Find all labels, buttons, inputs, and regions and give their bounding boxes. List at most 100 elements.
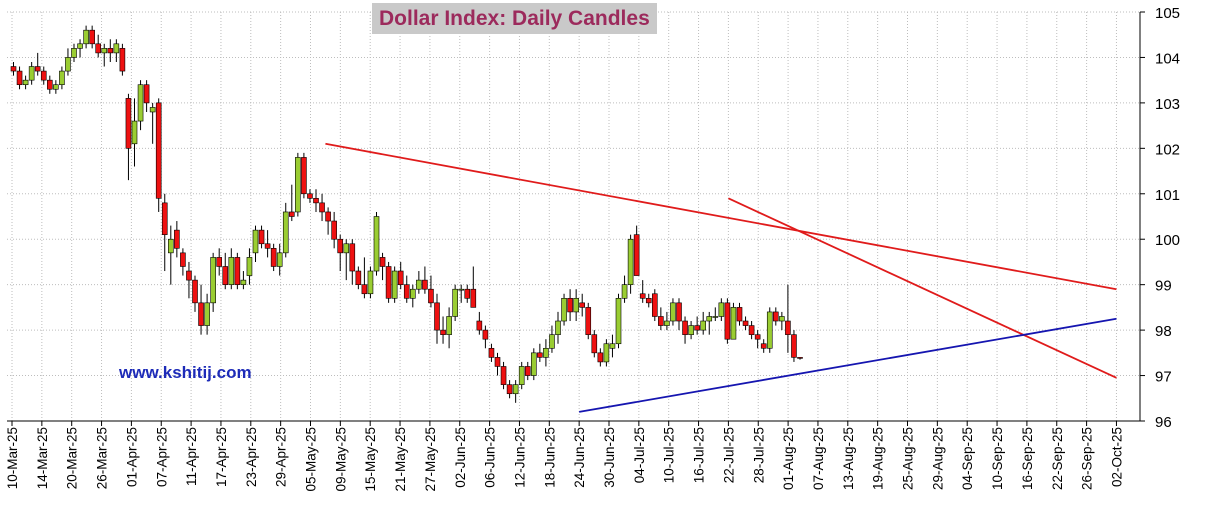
candle-down (222, 266, 229, 285)
x-tick-label: 07-Aug-25 (811, 427, 826, 490)
candle-down (682, 320, 688, 335)
candle-up (228, 257, 235, 285)
candle-up (282, 211, 289, 254)
candle-up (779, 316, 785, 322)
candle-down (797, 357, 803, 359)
candle-down (760, 343, 767, 349)
candle-down (125, 98, 132, 149)
candle-down (658, 316, 664, 326)
x-tick-label: 06-Jun-25 (483, 427, 498, 488)
x-tick-label: 29-Apr-25 (274, 427, 289, 487)
x-tick-label: 24-Jun-25 (572, 427, 587, 488)
x-tick-label: 07-Apr-25 (154, 427, 169, 487)
candle-up (240, 279, 247, 285)
candle-up (391, 270, 398, 299)
candle-up (168, 238, 174, 254)
candle-up (627, 238, 634, 285)
x-tick-label: 02-Jun-25 (453, 427, 468, 488)
x-axis-labels: 10-Mar-25 14-Mar-25 20-Mar-25 26-Mar-25 01-A… (5, 427, 1124, 492)
x-tick-label: 19-Aug-25 (871, 427, 886, 490)
x-tick-label: 28-Jul-25 (751, 427, 766, 483)
candle-down (313, 198, 319, 204)
x-tick-label: 01-Apr-25 (124, 427, 139, 487)
candle-up (609, 343, 616, 349)
candle-up (409, 288, 416, 299)
candle-down (742, 320, 749, 326)
candle-down (488, 347, 495, 358)
y-tick-label: 102 (1155, 141, 1180, 158)
candle-up (766, 311, 773, 349)
candle-up (664, 320, 670, 326)
y-tick-label: 99 (1155, 278, 1172, 295)
candle-down (180, 252, 186, 267)
y-tick-label: 104 (1155, 50, 1180, 67)
x-tick-label: 23-Apr-25 (244, 427, 259, 487)
candle-up (53, 84, 59, 90)
x-tick-label: 05-May-25 (304, 427, 319, 492)
x-tick-label: 17-Apr-25 (214, 427, 229, 487)
candle-down (174, 229, 180, 249)
candle-down (361, 284, 368, 295)
x-tick-label: 18-Jun-25 (542, 427, 557, 488)
candle-up (252, 229, 259, 254)
candle-down (161, 202, 168, 235)
x-tick-label: 26-Mar-25 (95, 427, 110, 489)
candle-up (101, 48, 108, 54)
x-tick-label: 20-Mar-25 (65, 427, 80, 489)
candle-up (543, 347, 549, 358)
candle-down (567, 297, 573, 313)
candle-down (89, 29, 95, 45)
candle-up (446, 316, 452, 335)
candle-up (149, 107, 156, 113)
candle-down (119, 48, 126, 72)
candle-down (397, 270, 404, 285)
candle-down (10, 66, 17, 72)
candle-down (736, 307, 743, 322)
candle-layer (10, 25, 803, 403)
candle-down (337, 238, 344, 254)
candle-up (512, 384, 519, 395)
x-tick-label: 11-Apr-25 (184, 427, 199, 486)
candle-up (65, 57, 71, 72)
y-tick-label: 97 (1155, 369, 1172, 386)
candle-down (264, 243, 271, 249)
y-tick-label: 98 (1155, 323, 1172, 340)
candle-up (670, 302, 676, 322)
candle-up (210, 257, 216, 304)
candle-down (651, 293, 658, 317)
candle-up (518, 366, 525, 385)
candle-up (373, 216, 380, 272)
x-tick-label: 21-May-25 (393, 427, 408, 492)
y-axis-labels: 96 97 98 99 100 101 102 103 104 105 (1155, 5, 1180, 431)
candle-up (77, 43, 83, 49)
candle-down (524, 366, 531, 376)
candle-down (579, 302, 586, 308)
x-tick-label: 30-Jun-25 (602, 427, 617, 488)
candle-down (482, 329, 489, 340)
candle-down (258, 229, 265, 245)
candle-down (192, 279, 198, 304)
candle-up (113, 43, 120, 54)
candle-up (603, 343, 610, 363)
candle-down (724, 302, 731, 340)
candle-up (22, 79, 29, 86)
candle-up (555, 320, 561, 335)
candle-up (343, 243, 350, 254)
candle-down (639, 293, 646, 299)
website-annotation: www.kshitij.com (119, 363, 252, 382)
candle-down (494, 357, 501, 367)
axis-layer (7, 11, 1145, 426)
candle-down (288, 211, 295, 217)
candle-up (700, 320, 707, 331)
candle-down (234, 257, 241, 285)
trend-layer (325, 142, 1117, 413)
candle-up (204, 302, 210, 326)
candle-up (28, 66, 35, 81)
candle-down (464, 288, 471, 299)
x-tick-label: 13-Aug-25 (841, 427, 856, 490)
candle-down (591, 334, 598, 354)
candle-up (276, 252, 283, 267)
candle-down (143, 84, 150, 104)
x-tick-label: 22-Sep-25 (1050, 427, 1065, 490)
candle-down (476, 320, 483, 331)
